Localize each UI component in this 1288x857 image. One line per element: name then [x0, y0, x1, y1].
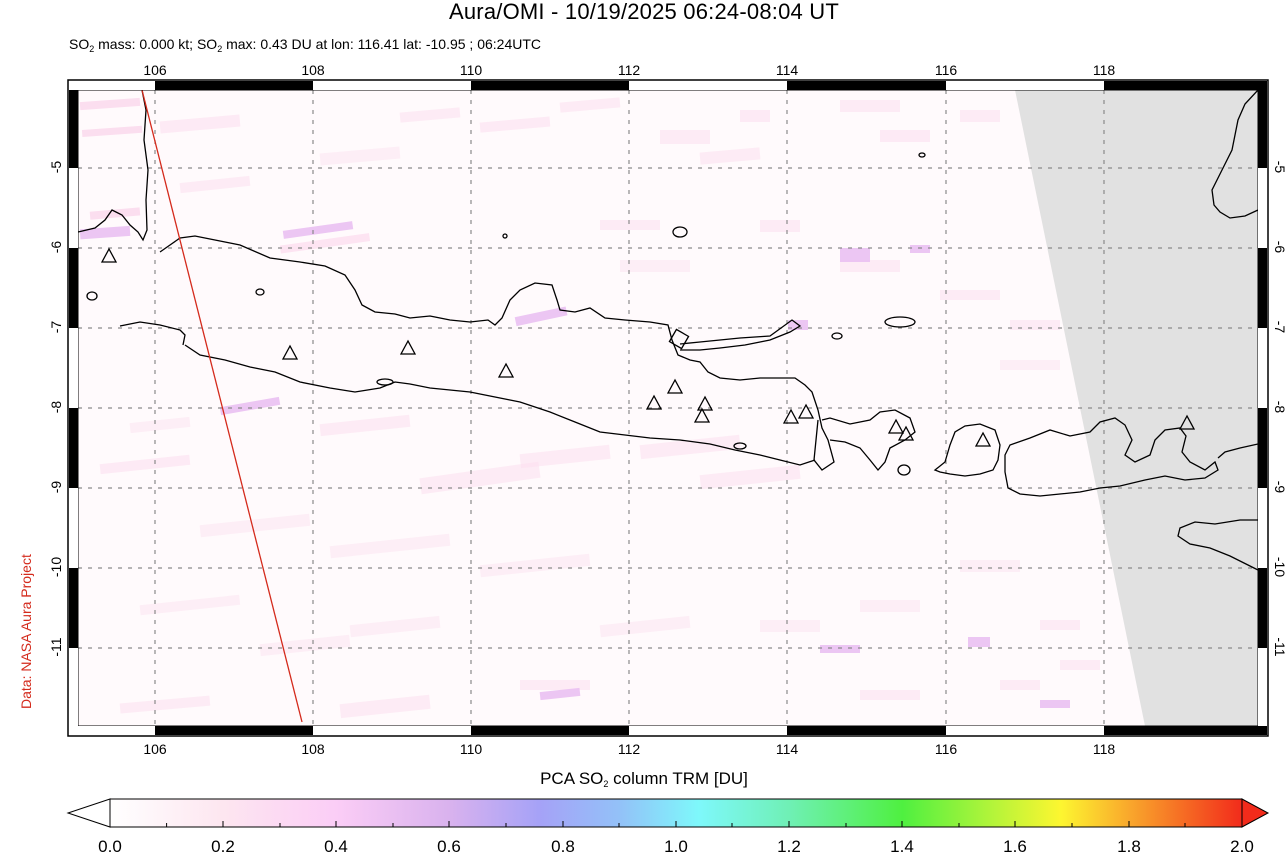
colorbar — [66, 798, 1270, 828]
lon-label-top: 116 — [934, 62, 958, 78]
right-lat-bar — [1258, 90, 1267, 726]
colorbar-tick-label: 0.6 — [437, 837, 461, 856]
lat-label-right: -9 — [1272, 480, 1288, 494]
lat-label-right: -8 — [1272, 400, 1288, 414]
lat-label-left: -10 — [48, 556, 64, 578]
lat-label-right: -11 — [1272, 637, 1288, 657]
colorbar-min-arrow — [66, 798, 111, 828]
colorbar-tick-label: 1.0 — [664, 837, 688, 856]
lon-label-bottom: 114 — [775, 741, 799, 757]
lat-label-left: -7 — [48, 320, 64, 334]
coastlines — [78, 90, 1258, 571]
colorbar-tick-label: 1.8 — [1117, 837, 1141, 856]
colorbar-label: PCA SO2 column TRM [DU] — [540, 769, 748, 789]
lat-label-left: -5 — [48, 160, 64, 174]
lat-label-right: -5 — [1272, 160, 1288, 174]
lat-label-left: -9 — [48, 480, 64, 494]
lon-label-bottom: 118 — [1092, 741, 1116, 757]
lon-label-bottom: 108 — [301, 741, 325, 757]
volcano-markers — [100, 247, 1196, 447]
colorbar-tick-label: 1.4 — [890, 837, 914, 856]
lat-label-right: -10 — [1272, 556, 1288, 578]
colorbar-ticks — [109, 821, 1186, 827]
lon-label-top: 106 — [143, 62, 167, 78]
colorbar-tick-label: 0.2 — [211, 837, 235, 856]
map-frame — [67, 79, 1269, 737]
lat-label-right: -6 — [1272, 240, 1288, 254]
lat-label-left: -6 — [48, 240, 64, 254]
lon-label-top: 112 — [617, 62, 641, 78]
colorbar-tick-label: 2.0 — [1230, 837, 1254, 856]
top-lon-bar — [69, 81, 1267, 90]
lon-label-top: 108 — [301, 62, 325, 78]
so2-pixels — [78, 90, 1258, 726]
chart-title: Aura/OMI - 10/19/2025 06:24-08:04 UT — [449, 0, 839, 24]
left-lat-bar — [69, 90, 78, 726]
map-canvas — [67, 79, 1269, 737]
lon-label-top: 110 — [459, 62, 483, 78]
lon-label-bottom: 106 — [143, 741, 167, 757]
colorbar-tick-label: 0.0 — [98, 837, 122, 856]
chart-subtitle: SO2 mass: 0.000 kt; SO2 max: 0.43 DU at … — [69, 36, 542, 54]
colorbar-tick-label: 1.6 — [1003, 837, 1027, 856]
lat-label-right: -7 — [1272, 320, 1288, 334]
bottom-lon-bar — [69, 726, 1267, 735]
lon-label-top: 118 — [1092, 62, 1116, 78]
colorbar-tick-label: 1.2 — [777, 837, 801, 856]
lon-label-bottom: 110 — [459, 741, 483, 757]
graticule — [78, 90, 1258, 726]
orbit-track-line — [141, 90, 303, 723]
no-data-region — [1015, 90, 1258, 726]
map-panel: 106 108 110 112 114 116 118 106 108 110 … — [48, 62, 1288, 757]
colorbar-tick-label: 0.8 — [551, 837, 575, 856]
colorbar-tick-label: 0.4 — [324, 837, 348, 856]
lat-label-left: -8 — [48, 400, 64, 414]
lat-label-left: -11 — [48, 637, 64, 657]
lon-label-bottom: 116 — [934, 741, 958, 757]
lon-label-bottom: 112 — [617, 741, 641, 757]
colorbar-max-arrow — [1241, 798, 1270, 828]
lon-label-top: 114 — [775, 62, 799, 78]
